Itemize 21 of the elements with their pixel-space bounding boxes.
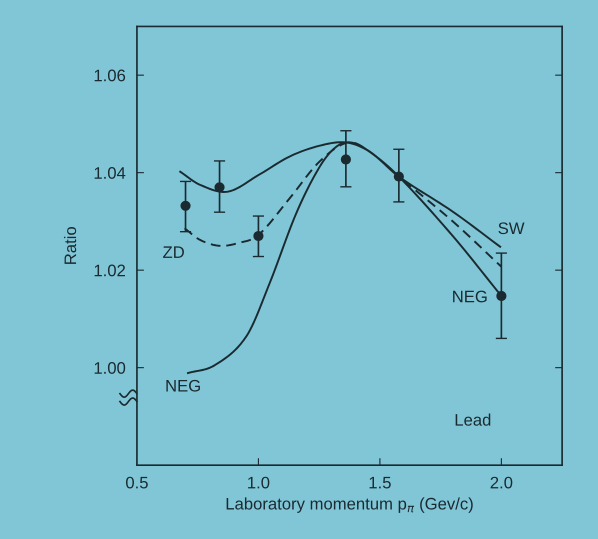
y-tick-label: 1.04 (94, 167, 126, 179)
x-tick-label: 1.0 (248, 476, 270, 489)
point (180, 200, 191, 211)
y-tick-label: 1.02 (94, 264, 125, 276)
x-tick-label: 0.5 (126, 476, 148, 489)
text: NEG (453, 290, 487, 302)
point (340, 154, 351, 165)
x-axis-title: Laboratory momentum p$_{π}$ (Gev/c) (226, 497, 473, 513)
point (253, 230, 264, 242)
series-label: SW (498, 222, 524, 234)
y-axis-title: Ratio (64, 227, 76, 264)
point (496, 290, 506, 302)
x-tick-label: 1.5 (370, 476, 391, 489)
point (214, 182, 225, 192)
y-tick-label: 1.00 (94, 362, 126, 374)
x-tick-label: 2.0 (490, 476, 512, 489)
legend-label: NEG (166, 380, 200, 392)
annotation: Lead (456, 414, 490, 426)
point (394, 171, 404, 182)
y-tick-label: 1.06 (94, 70, 126, 82)
series-label: ZD (163, 246, 184, 258)
